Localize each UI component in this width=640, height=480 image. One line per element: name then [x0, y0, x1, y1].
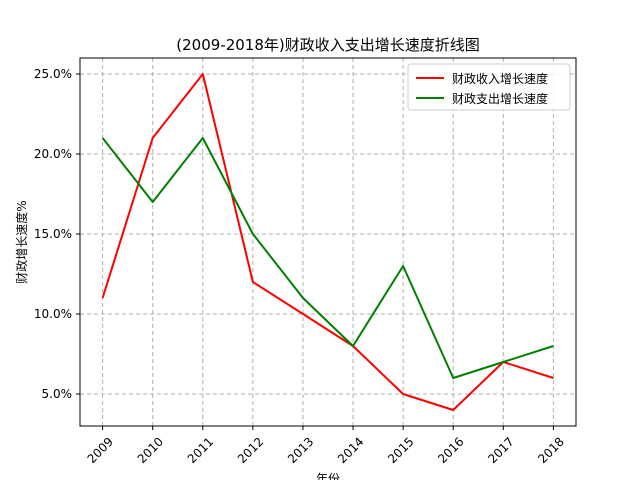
chart-title: (2009-2018年)财政收入支出增长速度折线图 [176, 36, 479, 54]
y-tick-label: 25.0% [34, 67, 72, 81]
x-axis-label: 年份 [316, 472, 340, 480]
grid [80, 58, 576, 426]
legend-box [407, 63, 571, 111]
legend-label-2: 财政支出增长速度 [452, 91, 548, 106]
plot-frame [79, 57, 577, 427]
y-tick-label: 20.0% [34, 147, 72, 161]
y-axis: 5.0% 10.0% 15.0% 20.0% 25.0% [34, 67, 80, 401]
series-line-2 [101, 137, 554, 379]
series-line-1 [101, 73, 554, 411]
y-axis-label: 财政增长速度% [14, 200, 29, 283]
y-tick-label: 15.0% [34, 227, 72, 241]
y-tick-label: 5.0% [42, 387, 73, 401]
series-group [101, 73, 554, 411]
legend-label-1: 财政收入增长速度 [452, 71, 548, 86]
y-tick-label: 10.0% [34, 307, 72, 321]
